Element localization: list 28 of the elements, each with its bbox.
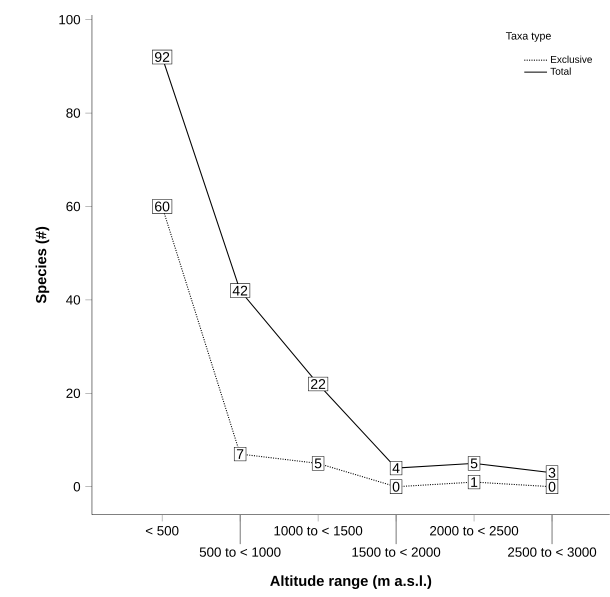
x-tick-label: 2000 to < 2500 [430,526,518,536]
y-tick-label: 100 [59,15,80,24]
y-tick-label: 60 [66,202,80,212]
data-label: 5 [314,458,322,468]
data-label: 1 [471,477,478,488]
legend-label: Total [550,68,571,75]
legend-title: Taxa type [506,32,551,42]
data-label: 22 [311,379,326,389]
y-axis-title: Species (#) [36,227,50,304]
y-tick-label: 80 [66,108,80,118]
data-label: 0 [392,482,400,492]
y-tick-label: 40 [66,295,80,305]
y-tick-label: 20 [66,388,80,398]
data-label: 4 [392,463,400,473]
data-label: 7 [236,449,244,459]
x-tick-label: 2500 to < 3000 [508,548,596,557]
x-tick-label: 1500 to < 2000 [352,548,440,557]
x-axis-title: Altitude range (m a.s.l.) [270,575,432,590]
x-tick-label: 1000 to < 1500 [274,526,362,536]
data-label: 5 [470,458,478,468]
x-tick-label: 500 to < 1000 [200,548,281,557]
data-label: 0 [548,482,556,492]
data-label: 60 [155,202,170,212]
data-label: 92 [155,52,170,62]
legend-label: Exclusive [551,56,592,64]
y-tick-label: 0 [74,482,80,492]
data-label: 3 [548,468,556,478]
x-tick-label: < 500 [146,526,178,536]
